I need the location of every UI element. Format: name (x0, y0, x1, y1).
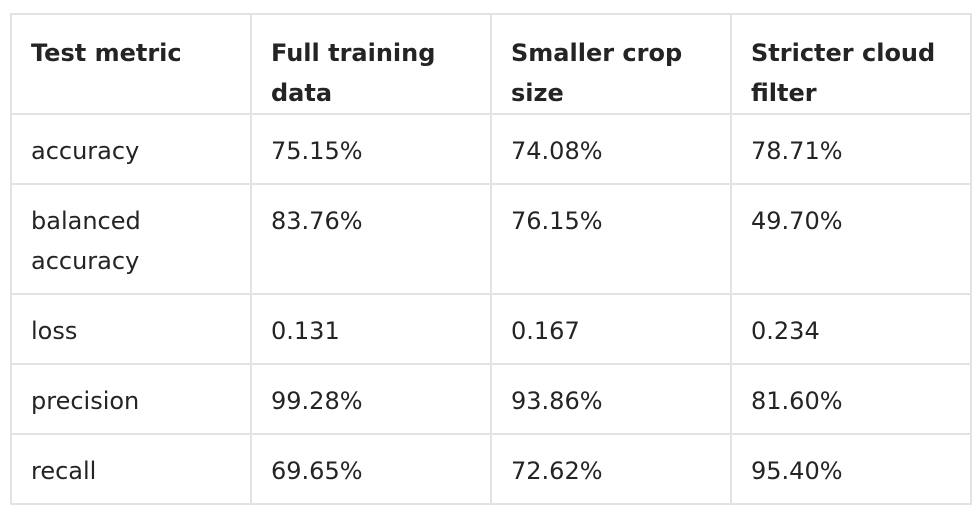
value-cell: 93.86% (490, 363, 732, 435)
value-cell: 78.71% (730, 113, 972, 185)
header-test-metric: Test metric (10, 13, 252, 115)
metric-name-cell: accuracy (10, 113, 252, 185)
metric-name-cell: precision (10, 363, 252, 435)
value-cell: 95.40% (730, 433, 972, 505)
value-cell: 69.65% (250, 433, 492, 505)
value-cell: 0.167 (490, 293, 732, 365)
value-cell: 83.76% (250, 183, 492, 295)
metric-name-cell: balanced accuracy (10, 183, 252, 295)
header-full-training-data: Full training data (250, 13, 492, 115)
value-cell: 74.08% (490, 113, 732, 185)
metrics-table: Test metric Full training data Smaller c… (10, 13, 972, 505)
table-row: balanced accuracy 83.76% 76.15% 49.70% (10, 183, 972, 295)
metric-name-cell: recall (10, 433, 252, 505)
value-cell: 0.234 (730, 293, 972, 365)
value-cell: 81.60% (730, 363, 972, 435)
value-cell: 99.28% (250, 363, 492, 435)
value-cell: 76.15% (490, 183, 732, 295)
metric-name-cell: loss (10, 293, 252, 365)
value-cell: 72.62% (490, 433, 732, 505)
table-row: precision 99.28% 93.86% 81.60% (10, 363, 972, 435)
value-cell: 0.131 (250, 293, 492, 365)
header-smaller-crop-size: Smaller crop size (490, 13, 732, 115)
table-row: loss 0.131 0.167 0.234 (10, 293, 972, 365)
value-cell: 49.70% (730, 183, 972, 295)
header-stricter-cloud-filter: Stricter cloud filter (730, 13, 972, 115)
value-cell: 75.15% (250, 113, 492, 185)
table-row: recall 69.65% 72.62% 95.40% (10, 433, 972, 505)
table-row: accuracy 75.15% 74.08% 78.71% (10, 113, 972, 185)
table-header-row: Test metric Full training data Smaller c… (10, 13, 972, 115)
